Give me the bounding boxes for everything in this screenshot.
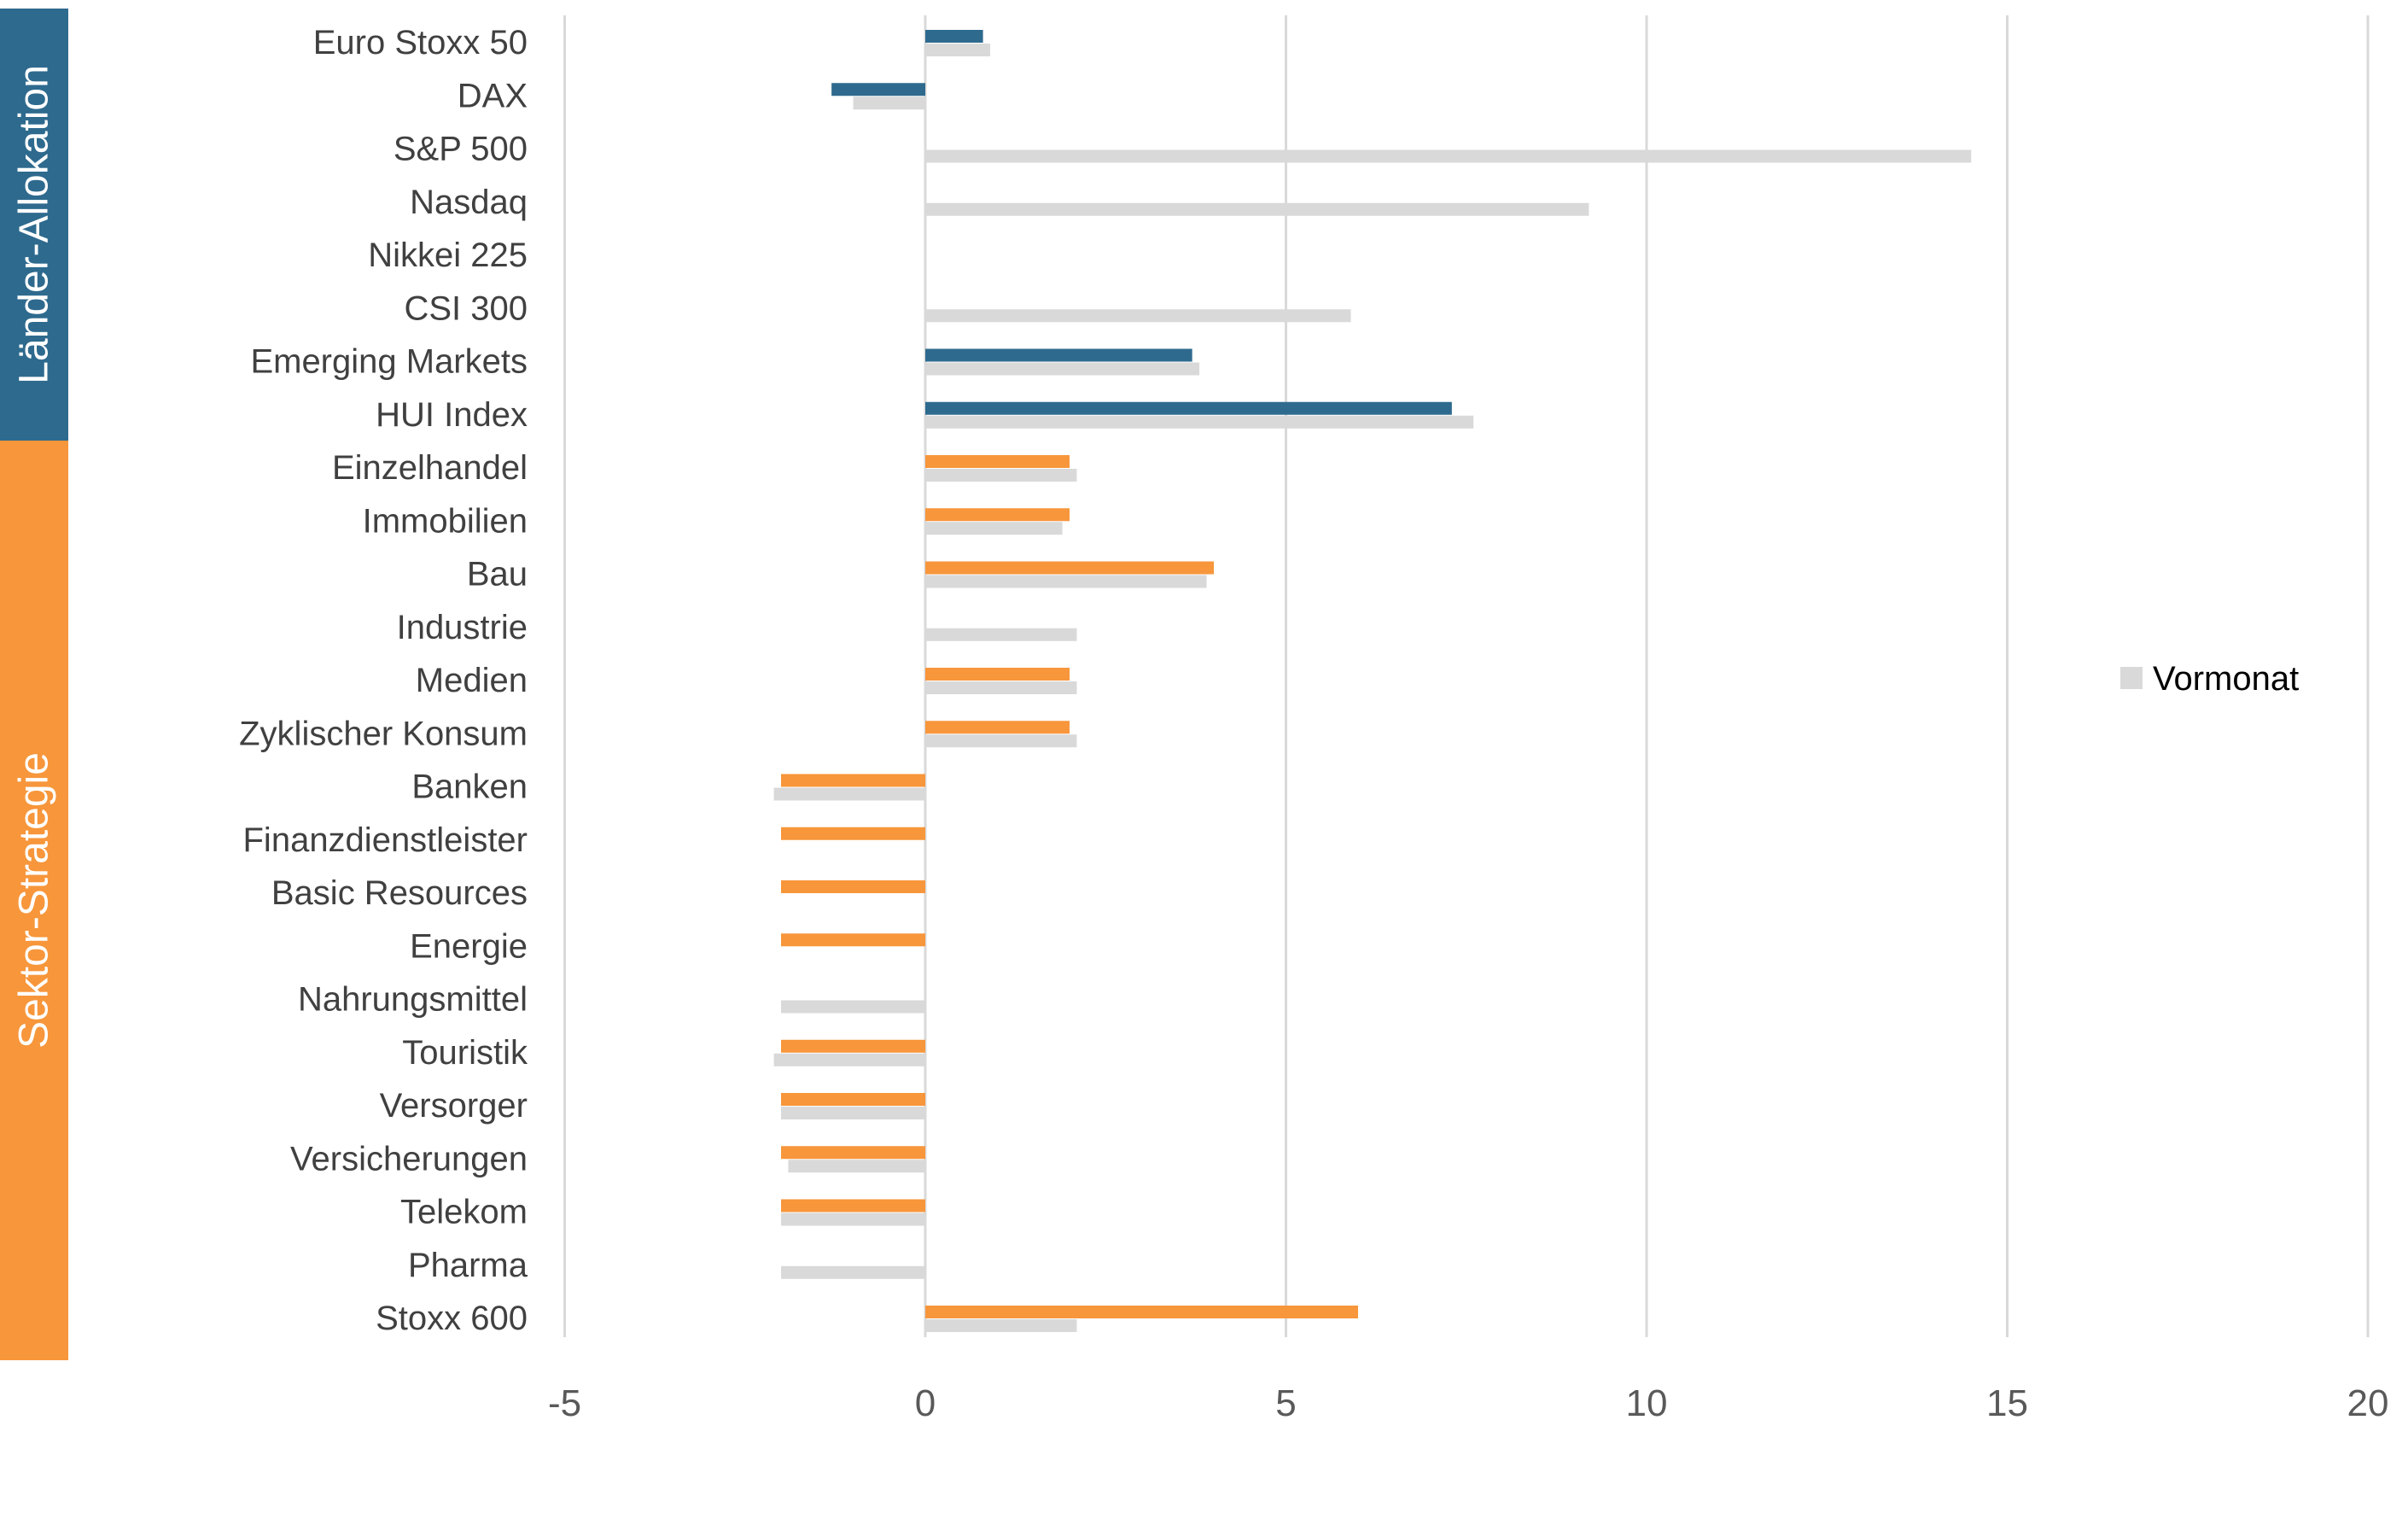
category-label: Emerging Markets	[250, 343, 528, 381]
bar-aktuell-versicherungen	[781, 1146, 925, 1160]
category-label: Versicherungen	[290, 1140, 528, 1177]
bar-vormonat-telekom	[781, 1213, 925, 1226]
category-label: Banken	[411, 768, 528, 806]
category-label: CSI 300	[404, 289, 528, 327]
x-tick-label: 0	[915, 1382, 936, 1424]
x-tick-label: 15	[1986, 1382, 2028, 1424]
category-label: Pharma	[408, 1247, 528, 1284]
bar-vormonat-immobilien	[925, 522, 1063, 535]
bar-aktuell-versorger	[781, 1093, 925, 1106]
bar-aktuell-telekom	[781, 1199, 925, 1213]
category-label: Touristik	[402, 1034, 528, 1072]
bar-vormonat-medien	[925, 681, 1077, 694]
bar-vormonat-nasdaq	[925, 202, 1589, 216]
bar-aktuell-einzelhandel	[925, 455, 1070, 468]
group-bands: Länder-Allokation Sektor-Strategie	[0, 9, 68, 1360]
category-label: HUI Index	[376, 396, 528, 434]
legend: Vormonat	[2120, 660, 2299, 698]
bars	[773, 30, 1972, 1332]
gridlines	[563, 15, 2370, 1337]
category-label: Einzelhandel	[332, 449, 528, 487]
group-band-l-nder-allokation	[0, 9, 68, 441]
x-tick-label: -5	[548, 1382, 581, 1424]
bar-aktuell-emerging-markets	[925, 348, 1192, 362]
x-axis-tick-labels: -5 0 5 10 15 20	[548, 1382, 2389, 1424]
bar-aktuell-energie	[781, 933, 925, 947]
bar-vormonat-touristik	[773, 1053, 925, 1066]
bar-vormonat-banken	[773, 787, 925, 801]
bar-vormonat-emerging-markets	[925, 362, 1200, 376]
bar-aktuell-basic-resources	[781, 880, 925, 893]
bar-aktuell-bau	[925, 561, 1214, 575]
bar-vormonat-versicherungen	[788, 1160, 925, 1173]
bar-aktuell-euro-stoxx-50	[925, 30, 983, 43]
category-label: Nikkei 225	[368, 237, 528, 274]
bar-vormonat-euro-stoxx-50	[925, 44, 991, 56]
bar-vormonat-zyklischer-konsum	[925, 734, 1077, 748]
bar-aktuell-hui-index	[925, 401, 1452, 415]
bar-vormonat-bau	[925, 575, 1207, 588]
bar-vormonat-versorger	[781, 1107, 925, 1119]
bar-aktuell-dax	[831, 83, 925, 96]
bar-vormonat-hui-index	[925, 415, 1474, 429]
category-label: Industrie	[397, 609, 528, 646]
category-label: Nahrungsmittel	[298, 981, 528, 1019]
bar-aktuell-stoxx-600	[925, 1306, 1358, 1318]
category-label: Euro Stoxx 50	[313, 24, 528, 61]
category-label: S&P 500	[394, 131, 528, 168]
bar-aktuell-touristik	[781, 1039, 925, 1053]
legend-swatch-vormonat	[2120, 667, 2143, 689]
category-label: Basic Resources	[271, 874, 528, 912]
bar-aktuell-banken	[781, 774, 925, 787]
bar-vormonat-nahrungsmittel	[781, 1000, 925, 1014]
category-label: Medien	[416, 662, 528, 699]
category-label: Bau	[467, 556, 528, 593]
bar-vormonat-pharma	[781, 1265, 925, 1279]
bar-vormonat-stoxx-600	[925, 1319, 1077, 1332]
bar-aktuell-medien	[925, 668, 1070, 681]
category-label: Finanzdienstleister	[243, 821, 528, 859]
bar-aktuell-immobilien	[925, 508, 1070, 522]
category-labels: Euro Stoxx 50 DAX S&P 500 Nasdaq Nikkei 225 C…	[239, 24, 528, 1337]
x-tick-label: 10	[1626, 1382, 1668, 1424]
category-label: Energie	[410, 927, 528, 965]
category-label: Versorger	[380, 1087, 528, 1125]
bar-aktuell-zyklischer-konsum	[925, 721, 1070, 734]
bar-vormonat-dax	[853, 96, 925, 110]
category-label: Immobilien	[363, 502, 528, 540]
category-label: DAX	[458, 77, 528, 114]
x-tick-label: 20	[2347, 1382, 2389, 1424]
bar-vormonat-industrie	[925, 628, 1077, 641]
category-label: Telekom	[400, 1194, 528, 1231]
bar-vormonat-einzelhandel	[925, 469, 1077, 482]
x-tick-label: 5	[1275, 1382, 1296, 1424]
category-label: Nasdaq	[410, 184, 528, 221]
legend-label-vormonat: Vormonat	[2153, 660, 2299, 698]
category-label: Zyklischer Konsum	[239, 715, 528, 752]
group-label: Länder-Allokation	[12, 65, 57, 384]
bar-vormonat-csi-300	[925, 309, 1351, 323]
category-label: Stoxx 600	[376, 1300, 528, 1337]
bar-vormonat-sandp-500	[925, 149, 1972, 163]
bar-aktuell-finanzdienstleister	[781, 827, 925, 840]
group-label: Sektor-Strategie	[12, 752, 57, 1049]
group-band-sektor-strategie	[0, 441, 68, 1360]
